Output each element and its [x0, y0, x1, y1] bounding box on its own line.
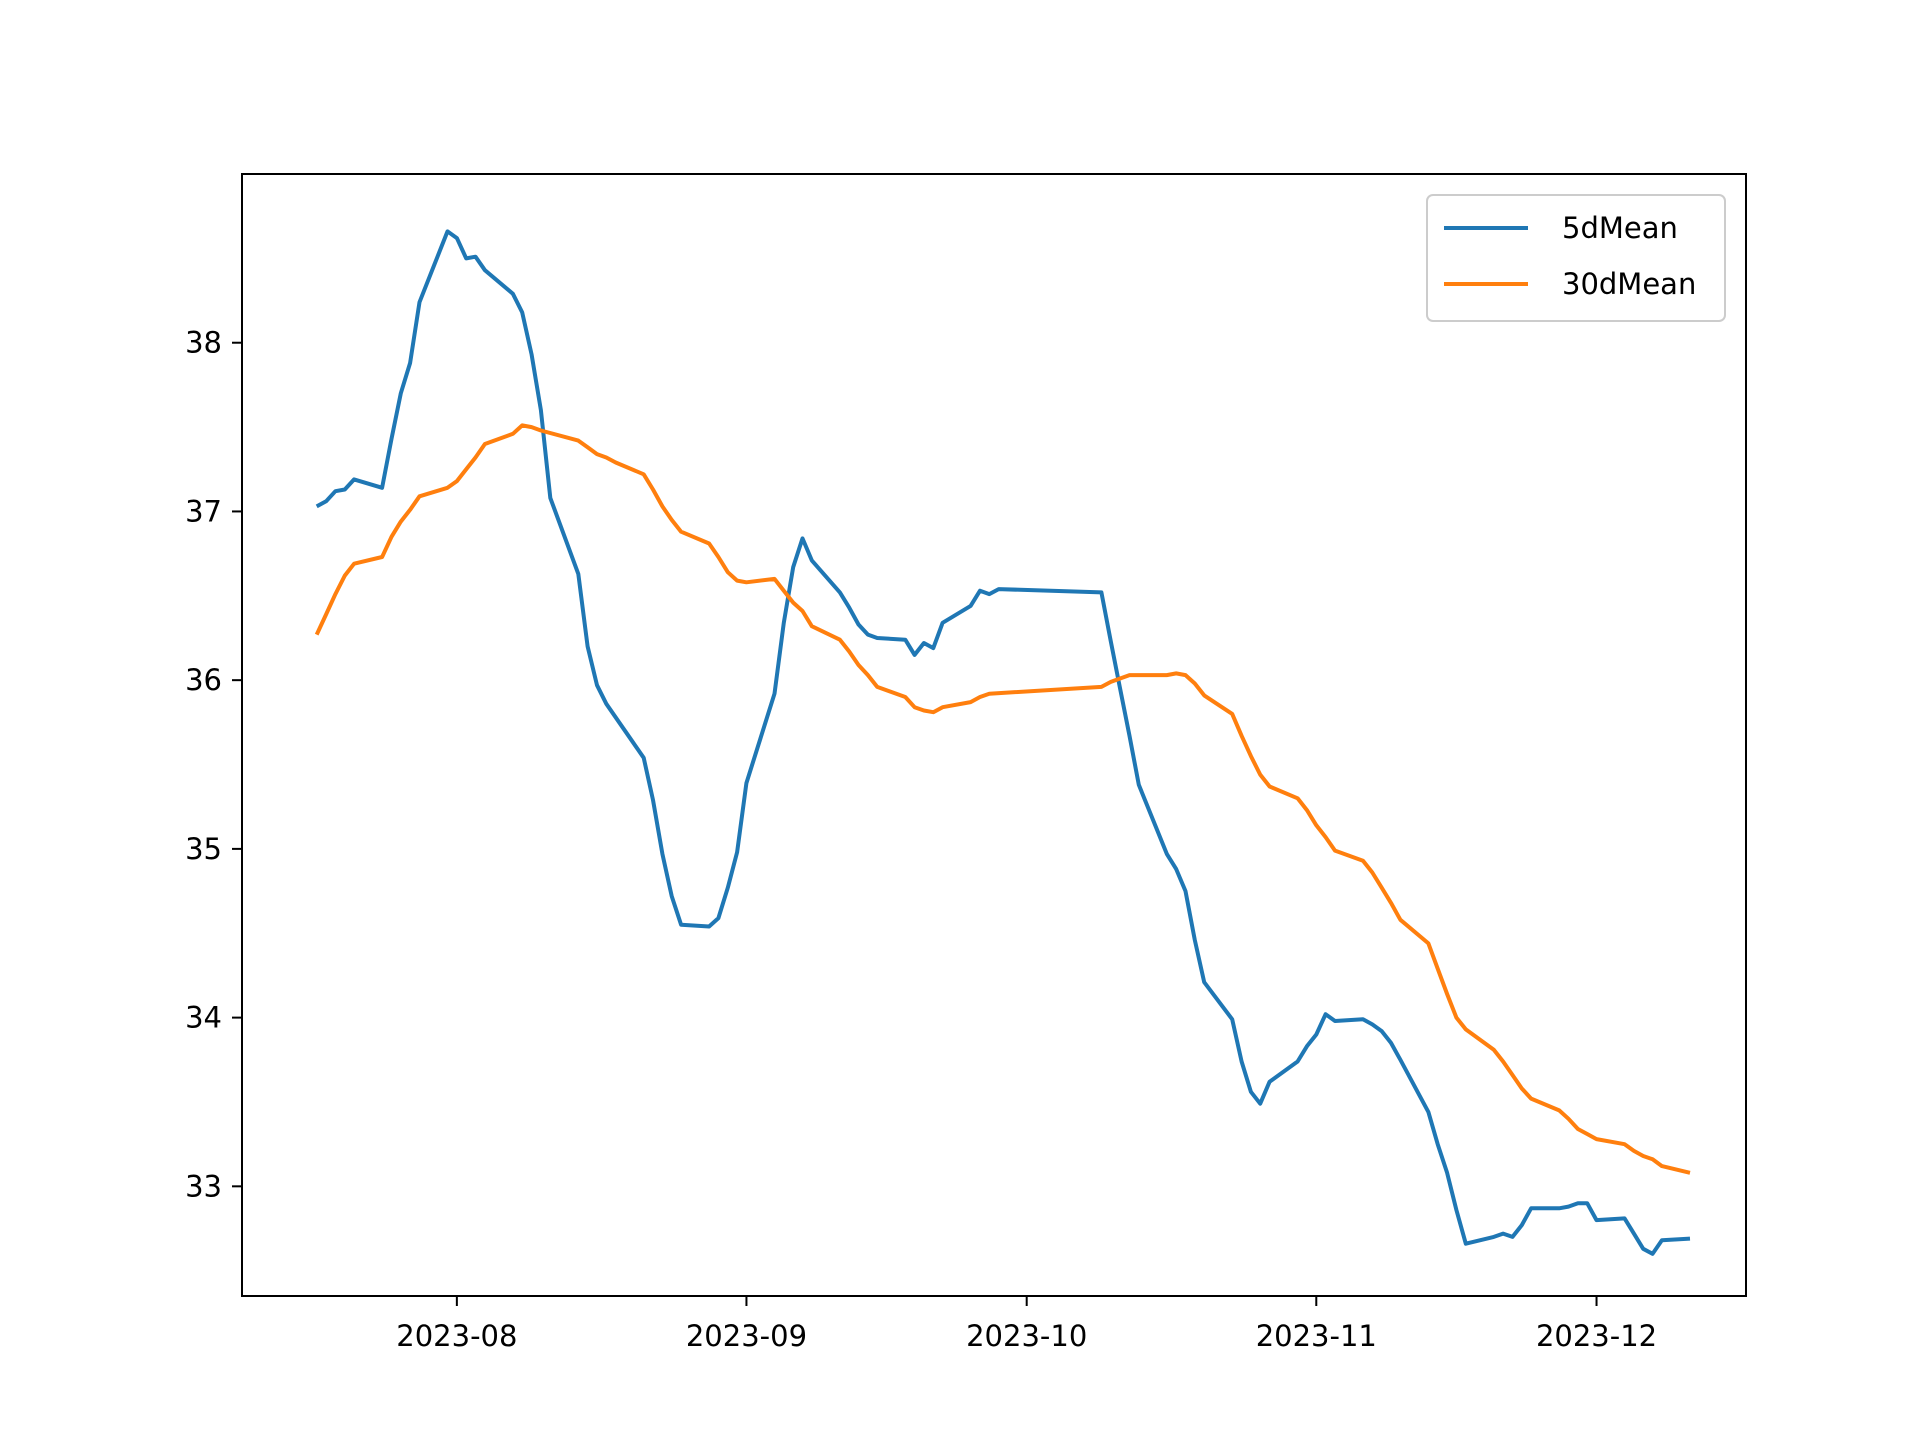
y-tick-label: 35: [185, 832, 222, 866]
y-tick-label: 36: [185, 663, 222, 697]
y-tick-label: 33: [185, 1169, 222, 1203]
series-line-30dmean: [314, 423, 1691, 1175]
y-tick-label: 34: [185, 1001, 222, 1035]
x-axis: 2023-08 2023-09 2023-10 2023-11 2023-12: [396, 1296, 1657, 1353]
x-tick-label: 2023-12: [1536, 1319, 1657, 1353]
x-tick-label: 2023-08: [396, 1319, 517, 1353]
legend: 5dMean 30dMean: [1426, 194, 1726, 322]
legend-label-30dmean: 30dMean: [1562, 267, 1696, 301]
y-axis: 33 34 35 36 37 38: [185, 326, 242, 1203]
y-tick-label: 38: [185, 326, 222, 360]
x-tick-label: 2023-11: [1256, 1319, 1377, 1353]
plot-area: [242, 174, 1746, 1296]
x-tick-label: 2023-09: [686, 1319, 807, 1353]
x-tick-label: 2023-10: [966, 1319, 1087, 1353]
series-line-5dmean: [315, 229, 1691, 1256]
series-layer: [314, 229, 1691, 1256]
plot-frame: [241, 173, 1747, 1297]
legend-label-5dmean: 5dMean: [1562, 211, 1678, 245]
y-tick-label: 37: [185, 494, 222, 528]
